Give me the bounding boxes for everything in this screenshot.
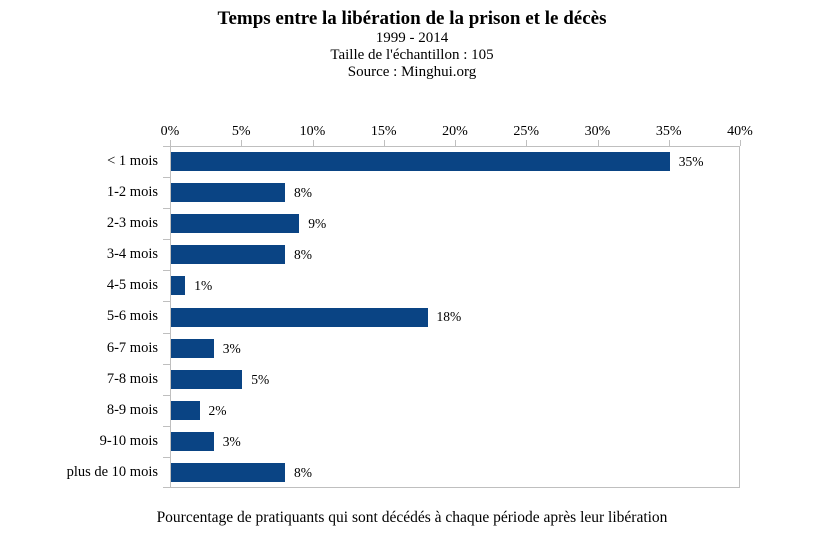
bar <box>171 152 670 172</box>
y-axis-tick-mark <box>163 177 170 178</box>
plot-area-border <box>170 146 740 488</box>
x-axis-tick-mark <box>597 140 599 146</box>
y-axis-tick-mark <box>163 457 170 458</box>
y-axis-tick-mark <box>163 395 170 396</box>
y-axis-tick-mark <box>163 301 170 302</box>
y-axis-tick-mark <box>163 146 170 147</box>
x-axis-tick-label: 0% <box>160 124 180 139</box>
bar <box>171 400 200 420</box>
bar-value-label: 8% <box>294 185 312 201</box>
x-axis-tick-mark <box>740 140 741 146</box>
x-axis-tick-label: 15% <box>370 124 397 139</box>
chart-subtitle-source: Source : Minghui.org <box>347 64 477 80</box>
bar-value-label: 8% <box>294 247 312 263</box>
category-label: 2-3 mois <box>106 215 158 232</box>
category-label: 1-2 mois <box>106 184 158 201</box>
chart-header: Temps entre la libération de la prison e… <box>0 7 814 81</box>
y-axis-tick-mark <box>163 208 170 209</box>
x-axis-tick-label: 10% <box>299 124 326 139</box>
x-axis-tick-mark <box>455 140 456 146</box>
category-label: 3-4 mois <box>106 246 158 263</box>
chart-subtitle-period: 1999 - 2014 <box>375 30 449 46</box>
chart-subtitle-sample-size: Taille de l'échantillon : 105 <box>330 47 494 63</box>
bar <box>171 369 243 389</box>
bar-value-label: 2% <box>208 402 227 418</box>
chart-title: Temps entre la libération de la prison e… <box>217 8 607 29</box>
bar-value-label: 35% <box>678 154 704 169</box>
bar <box>171 276 186 296</box>
y-axis-tick-mark <box>163 333 170 334</box>
category-label: 5-6 mois <box>106 308 158 325</box>
x-axis-tick-mark <box>241 140 243 146</box>
bar-value-label: 9% <box>308 216 327 232</box>
category-label: plus de 10 mois <box>66 463 158 480</box>
y-axis-tick-mark <box>163 487 170 488</box>
x-axis-tick-label: 5% <box>231 124 251 139</box>
x-axis-tick-mark <box>383 140 385 146</box>
bar <box>171 338 214 358</box>
bar-value-label: 3% <box>222 433 241 449</box>
chart-caption: Pourcentage de pratiquants qui sont décé… <box>156 509 668 526</box>
x-axis-tick-mark <box>312 140 314 146</box>
category-label: 7-8 mois <box>106 370 158 387</box>
x-axis-tick-label: 20% <box>442 124 468 139</box>
category-label: < 1 mois <box>107 153 158 169</box>
bar-value-label: 1% <box>194 278 213 294</box>
bar <box>171 462 285 482</box>
bar-value-label: 5% <box>251 371 270 387</box>
x-axis-tick-mark <box>526 140 528 146</box>
bar <box>171 431 214 451</box>
y-axis-tick-mark <box>163 426 170 427</box>
x-axis-tick-mark <box>170 140 171 146</box>
x-axis-tick-mark <box>668 140 670 146</box>
x-axis-tick-label: 25% <box>513 124 540 139</box>
category-label: 4-5 mois <box>106 277 158 294</box>
bar <box>171 183 285 203</box>
category-label: 8-9 mois <box>106 401 158 418</box>
category-label: 9-10 mois <box>99 432 158 449</box>
x-axis-tick-label: 35% <box>655 124 682 139</box>
bar <box>171 307 428 327</box>
bar-value-label: 8% <box>294 464 312 480</box>
category-label: 6-7 mois <box>106 339 158 356</box>
bar <box>171 245 285 265</box>
y-axis-tick-mark <box>163 270 170 271</box>
x-axis-tick-label: 40% <box>727 124 753 139</box>
bar-value-label: 3% <box>222 340 241 356</box>
y-axis-tick-mark <box>163 364 170 365</box>
bar <box>171 214 300 234</box>
bar-value-label: 18% <box>436 309 462 325</box>
y-axis-tick-mark <box>163 239 170 240</box>
x-axis-tick-label: 30% <box>584 124 611 139</box>
